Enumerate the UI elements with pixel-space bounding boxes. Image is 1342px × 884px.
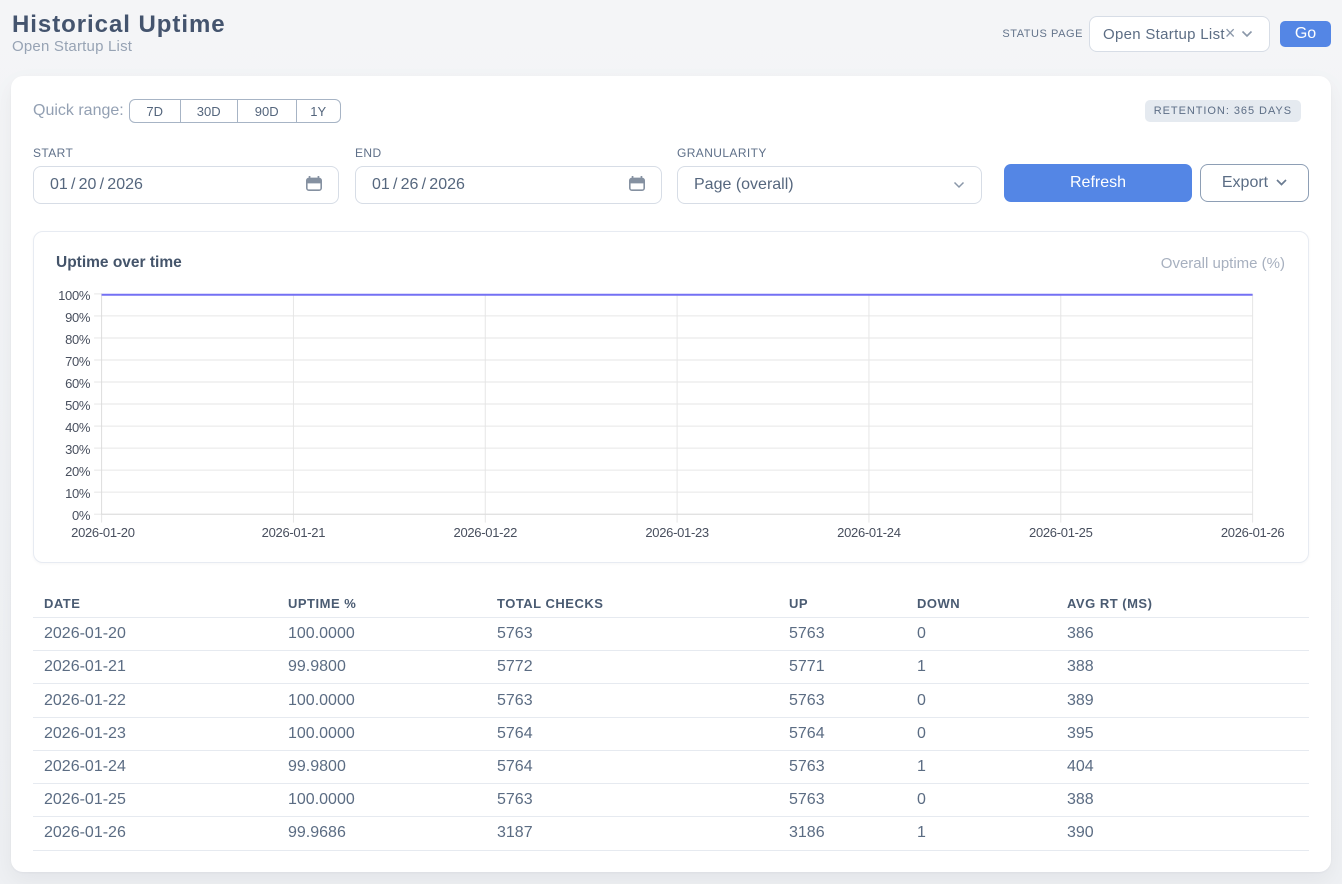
svg-text:2026-01-23: 2026-01-23 xyxy=(645,524,709,539)
svg-text:2026-01-22: 2026-01-22 xyxy=(454,524,518,539)
svg-text:2026-01-24: 2026-01-24 xyxy=(837,524,901,539)
svg-text:10%: 10% xyxy=(65,486,91,501)
svg-text:2026-01-25: 2026-01-25 xyxy=(1029,524,1093,539)
svg-text:50%: 50% xyxy=(65,397,91,412)
svg-text:2026-01-26: 2026-01-26 xyxy=(1221,524,1285,539)
svg-text:2026-01-20: 2026-01-20 xyxy=(71,524,135,539)
svg-text:40%: 40% xyxy=(65,419,91,434)
svg-text:2026-01-21: 2026-01-21 xyxy=(262,524,326,539)
svg-text:60%: 60% xyxy=(65,375,91,390)
svg-text:20%: 20% xyxy=(65,464,91,479)
svg-text:70%: 70% xyxy=(65,353,91,368)
svg-text:30%: 30% xyxy=(65,442,91,457)
svg-text:80%: 80% xyxy=(65,331,91,346)
svg-text:100%: 100% xyxy=(58,287,91,302)
svg-text:0%: 0% xyxy=(72,508,91,523)
svg-text:90%: 90% xyxy=(65,309,91,324)
